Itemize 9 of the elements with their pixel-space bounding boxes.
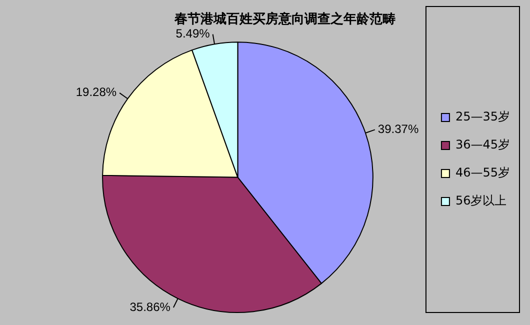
data-label: 5.49%	[176, 26, 210, 41]
data-label: 39.37%	[378, 122, 419, 136]
data-label: 35.86%	[130, 300, 171, 314]
text: 春节港城百姓买房意向调查之年龄范畴	[174, 11, 396, 28]
data-label: 19.28%	[76, 85, 117, 100]
legend-label: 46—55岁	[455, 166, 510, 180]
legend-label: 25—35岁	[455, 110, 510, 124]
legend-label: 56岁以上	[455, 194, 507, 208]
legend-label: 36—45岁	[455, 138, 510, 152]
